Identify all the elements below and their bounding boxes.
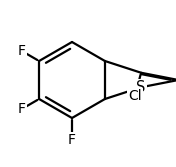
Text: F: F [18,44,26,58]
Text: Cl: Cl [128,89,142,103]
Text: F: F [18,102,26,116]
Text: F: F [68,133,76,147]
Text: S: S [136,80,146,95]
